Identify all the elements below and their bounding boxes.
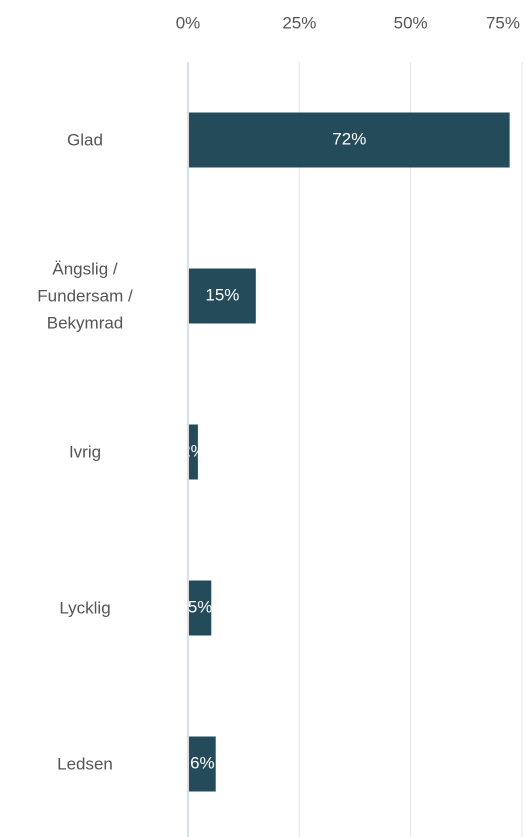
bar: [189, 268, 256, 324]
bar: [189, 580, 212, 636]
category-label: Ängslig / Fundersam / Bekymrad: [37, 259, 133, 333]
value-label: 6%: [190, 753, 215, 772]
x-tick-label: 0%: [176, 13, 201, 32]
value-label: 5%: [188, 597, 213, 616]
category-label: Ledsen: [57, 754, 113, 774]
category-label: Ivrig: [68, 442, 102, 462]
category-label: Glad: [67, 130, 103, 150]
bar: [189, 424, 198, 480]
bar: [189, 112, 510, 168]
x-tick-label: 50%: [394, 13, 428, 32]
value-label: 72%: [332, 129, 366, 148]
x-tick-label: 75%: [486, 13, 520, 32]
value-label: 2%: [181, 441, 206, 460]
category-label: Lycklig: [59, 598, 111, 618]
bar: [189, 736, 216, 792]
x-tick-label: 25%: [282, 13, 316, 32]
value-label: 15%: [205, 285, 239, 304]
